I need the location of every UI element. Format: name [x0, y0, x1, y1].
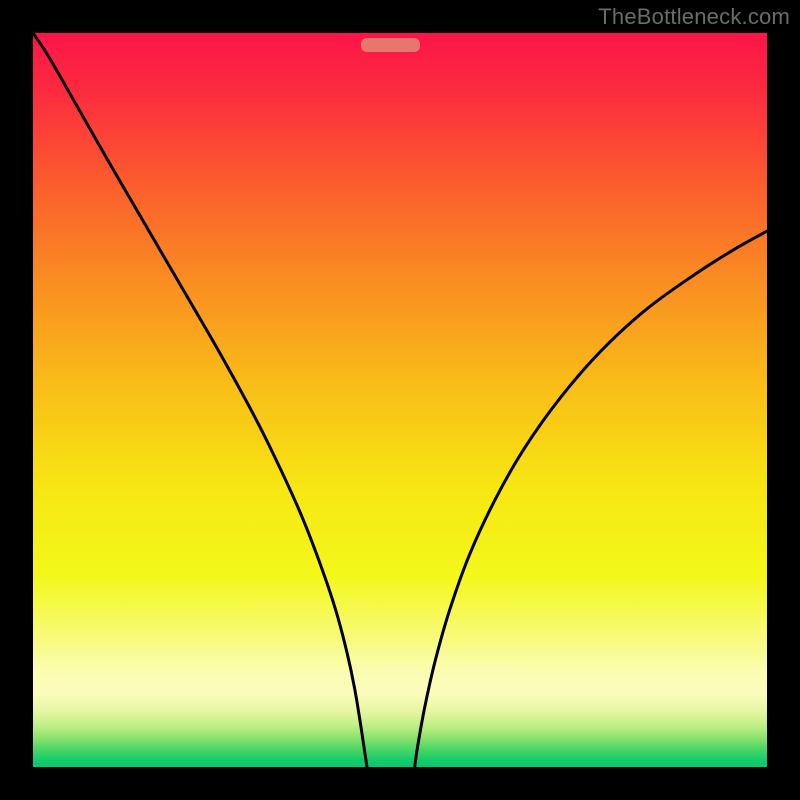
watermark-text: TheBottleneck.com: [598, 4, 790, 30]
bottleneck-marker: [361, 38, 420, 52]
left-curve: [33, 33, 367, 767]
chart-frame: TheBottleneck.com: [0, 0, 800, 800]
right-curve: [415, 231, 767, 767]
plot-curves: [33, 33, 767, 767]
plot-area: [33, 33, 767, 767]
